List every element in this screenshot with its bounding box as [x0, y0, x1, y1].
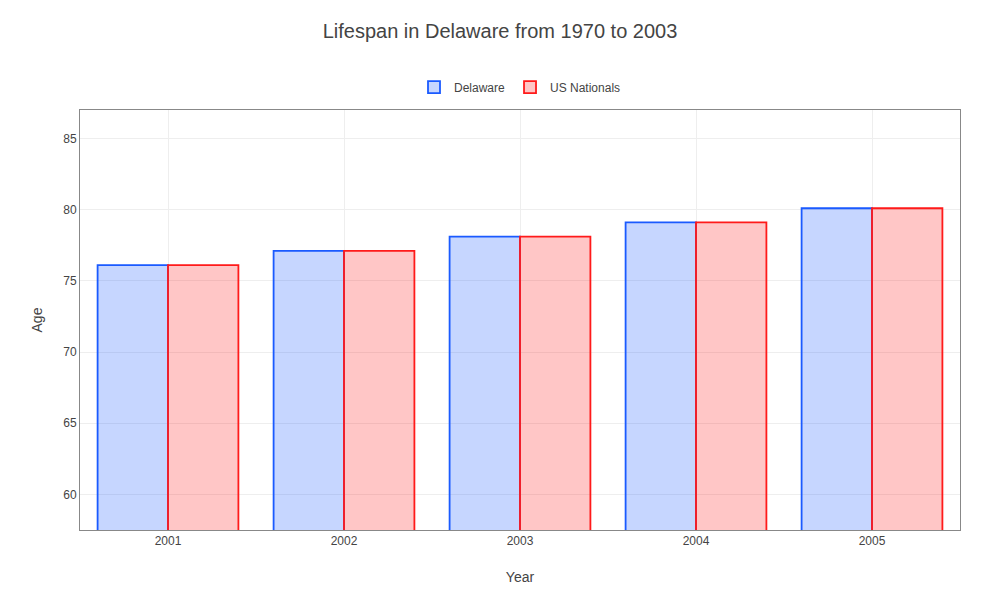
svg-text:85: 85: [63, 132, 77, 146]
svg-text:2005: 2005: [859, 534, 886, 548]
svg-text:75: 75: [63, 274, 77, 288]
svg-text:2004: 2004: [683, 534, 710, 548]
svg-text:2003: 2003: [507, 534, 534, 548]
svg-text:2001: 2001: [155, 534, 182, 548]
svg-text:Lifespan in Delaware from 1970: Lifespan in Delaware from 1970 to 2003: [323, 20, 678, 42]
svg-text:80: 80: [63, 203, 77, 217]
svg-text:US Nationals: US Nationals: [550, 81, 620, 95]
svg-text:65: 65: [63, 416, 77, 430]
svg-text:Year: Year: [506, 569, 535, 585]
svg-text:Age: Age: [29, 307, 45, 332]
svg-text:2002: 2002: [331, 534, 358, 548]
svg-text:70: 70: [63, 345, 77, 359]
svg-text:60: 60: [63, 488, 77, 502]
svg-text:Delaware: Delaware: [454, 81, 505, 95]
